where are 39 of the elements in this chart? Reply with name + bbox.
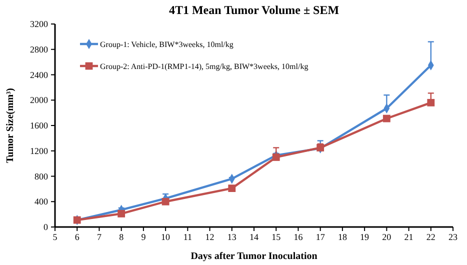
x-tick-label: 21 — [404, 232, 414, 242]
x-tick-label: 18 — [338, 232, 348, 242]
x-tick-label: 19 — [360, 232, 370, 242]
y-tick-label: 0 — [44, 222, 48, 232]
y-tick-label: 2400 — [30, 70, 48, 80]
x-tick-label: 10 — [161, 232, 171, 242]
x-tick-label: 22 — [426, 232, 436, 242]
x-tick-label: 13 — [227, 232, 237, 242]
point — [162, 198, 170, 206]
point — [118, 210, 126, 218]
x-tick-label: 7 — [96, 232, 102, 242]
x-tick-label: 23 — [448, 232, 458, 242]
legend-label: Group-2: Anti-PD-1(RMP1-14), 5mg/kg, BIW*3weeks, 10ml/kg — [100, 62, 308, 71]
y-axis-title: Tumor Size(mm³) — [5, 88, 16, 163]
x-tick-label: 11 — [183, 232, 192, 242]
point — [272, 154, 280, 161]
x-tick-label: 9 — [141, 232, 146, 242]
y-tick-label: 800 — [34, 171, 48, 182]
y-tick-label: 2800 — [30, 44, 48, 54]
y-tick-label: 400 — [34, 196, 48, 207]
x-tick-label: 17 — [316, 232, 326, 242]
chart-title: 4T1 Mean Tumor Volume ± SEM — [168, 3, 340, 17]
y-tick-label: 3200 — [30, 19, 48, 29]
x-tick-label: 14 — [250, 232, 259, 242]
point — [228, 184, 236, 192]
x-tick-label: 20 — [382, 232, 392, 242]
x-tick-label: 8 — [119, 232, 124, 242]
x-tick-label: 16 — [294, 232, 304, 242]
point — [382, 114, 390, 122]
y-tick-label: 1600 — [30, 120, 48, 130]
point — [427, 98, 435, 106]
x-axis-title: Days after Tumor Inoculation — [190, 251, 318, 262]
y-tick-label: 2000 — [30, 95, 48, 106]
x-tick-label: 5 — [52, 232, 58, 242]
y-tick-label: 1200 — [30, 146, 48, 156]
x-tick-label: 6 — [74, 232, 80, 242]
x-tick-label: 15 — [272, 232, 282, 242]
x-tick-label: 12 — [205, 232, 214, 242]
legend-label: Group-1: Vehicle, BIW*3weeks, 10ml/kg — [100, 40, 234, 49]
